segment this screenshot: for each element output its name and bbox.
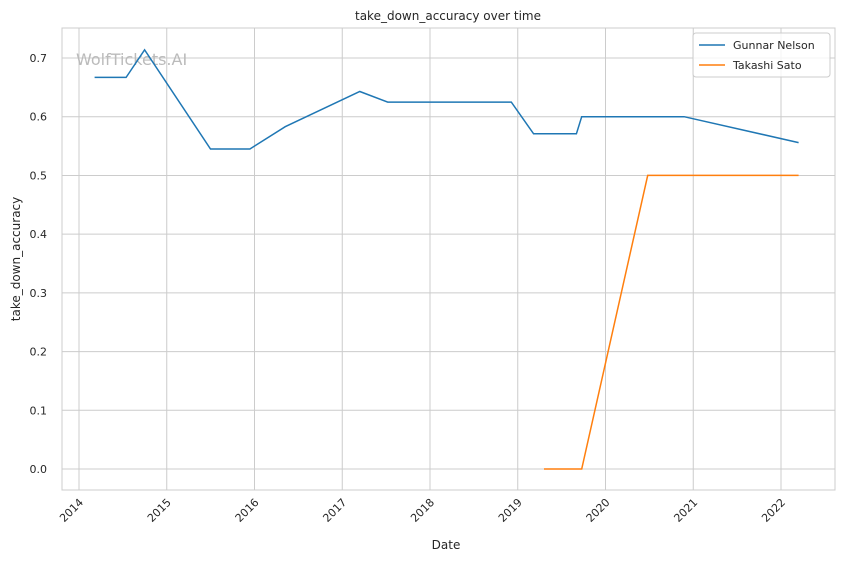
- y-tick-label: 0.7: [30, 52, 48, 65]
- y-tick-label: 0.3: [30, 287, 48, 300]
- grid: [62, 28, 835, 490]
- x-tick-label: 2016: [233, 496, 262, 525]
- plot-frame: [61, 27, 836, 491]
- y-tick-label: 0.5: [30, 169, 48, 182]
- x-axis-label: Date: [432, 538, 461, 552]
- x-tick-label: 2021: [671, 496, 700, 525]
- legend-label: Gunnar Nelson: [733, 39, 815, 52]
- y-tick-labels: 0.0 0.1 0.2 0.3 0.4 0.5 0.6 0.7: [30, 52, 48, 476]
- x-tick-label: 2018: [408, 496, 437, 525]
- x-tick-label: 2019: [496, 496, 525, 525]
- y-tick-label: 0.1: [30, 404, 48, 417]
- series-line-gunnar-nelson: [94, 48, 799, 150]
- x-tick-label: 2014: [57, 496, 86, 525]
- legend: Gunnar Nelson Takashi Sato: [692, 32, 831, 78]
- y-tick-label: 0.4: [30, 228, 48, 241]
- series-line-takashi-sato: [544, 174, 799, 470]
- x-tick-label: 2017: [320, 496, 349, 525]
- x-tick-label: 2020: [584, 496, 613, 525]
- series-lines: [94, 48, 799, 470]
- x-tick-labels: 2014 2015 2016 2017 2018 2019 2020 2021 2022: [57, 496, 788, 525]
- y-axis-label: take_down_accuracy: [9, 197, 23, 321]
- x-tick-label: 2022: [759, 496, 788, 525]
- y-tick-label: 0.0: [30, 463, 48, 476]
- x-tick-label: 2015: [145, 496, 174, 525]
- watermark: WolfTickets.AI: [76, 50, 187, 69]
- y-tick-label: 0.6: [30, 111, 48, 124]
- chart-title: take_down_accuracy over time: [355, 9, 541, 23]
- legend-label: Takashi Sato: [732, 59, 802, 72]
- y-tick-label: 0.2: [30, 346, 48, 359]
